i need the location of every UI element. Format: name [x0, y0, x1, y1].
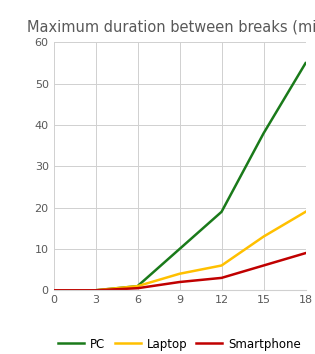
Smartphone	[304, 251, 307, 255]
Title: Maximum duration between breaks (min): Maximum duration between breaks (min)	[27, 19, 315, 34]
Smartphone	[52, 288, 55, 292]
Smartphone	[220, 276, 223, 280]
Smartphone	[136, 286, 140, 290]
Laptop	[178, 272, 181, 276]
PC	[94, 288, 97, 292]
Laptop	[136, 284, 140, 288]
Laptop	[52, 288, 55, 292]
Smartphone	[94, 288, 97, 292]
Laptop	[220, 263, 223, 268]
PC	[220, 210, 223, 214]
Laptop	[94, 288, 97, 292]
Line: Laptop: Laptop	[54, 212, 306, 290]
PC	[262, 131, 266, 136]
Smartphone	[178, 280, 181, 284]
PC	[52, 288, 55, 292]
Smartphone	[262, 263, 266, 268]
Legend: PC, Laptop, Smartphone: PC, Laptop, Smartphone	[53, 333, 306, 354]
Line: Smartphone: Smartphone	[54, 253, 306, 290]
Laptop	[304, 210, 307, 214]
PC	[178, 247, 181, 251]
Laptop	[262, 234, 266, 239]
PC	[136, 284, 140, 288]
Line: PC: PC	[54, 63, 306, 290]
PC	[304, 61, 307, 65]
